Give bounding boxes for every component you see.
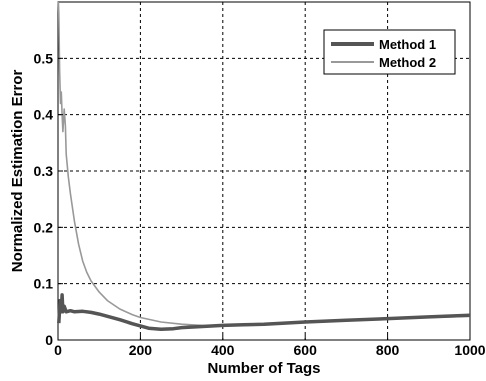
- x-axis-label: Number of Tags: [207, 360, 320, 377]
- x-tick-label: 600: [294, 342, 318, 358]
- axis-ticks: 0 200 400 600 800 1000 0 0.1 0.2 0.3 0.4 0.5: [34, 50, 486, 358]
- legend-label-method-1: Method 1: [379, 37, 436, 52]
- series-layer: [57, 1, 471, 332]
- x-tick-label: 800: [376, 342, 400, 358]
- y-tick-label: 0.3: [34, 163, 54, 179]
- y-axis-label: Normalized Estimation Error: [9, 70, 26, 273]
- y-tick-label: 0.4: [34, 107, 54, 123]
- legend: Method 1 Method 2: [323, 29, 456, 75]
- series-line-method-1: [57, 293, 471, 332]
- y-tick-label: 0.2: [34, 219, 54, 235]
- x-tick-label: 200: [129, 342, 153, 358]
- y-tick-label: 0.5: [34, 50, 54, 66]
- y-tick-label: 0.1: [34, 276, 54, 292]
- x-tick-label: 400: [211, 342, 235, 358]
- x-tick-label: 0: [54, 342, 62, 358]
- legend-label-method-2: Method 2: [379, 55, 436, 70]
- x-tick-label: 1000: [454, 342, 485, 358]
- y-tick-label: 0: [45, 332, 53, 348]
- legend-box: [323, 29, 456, 75]
